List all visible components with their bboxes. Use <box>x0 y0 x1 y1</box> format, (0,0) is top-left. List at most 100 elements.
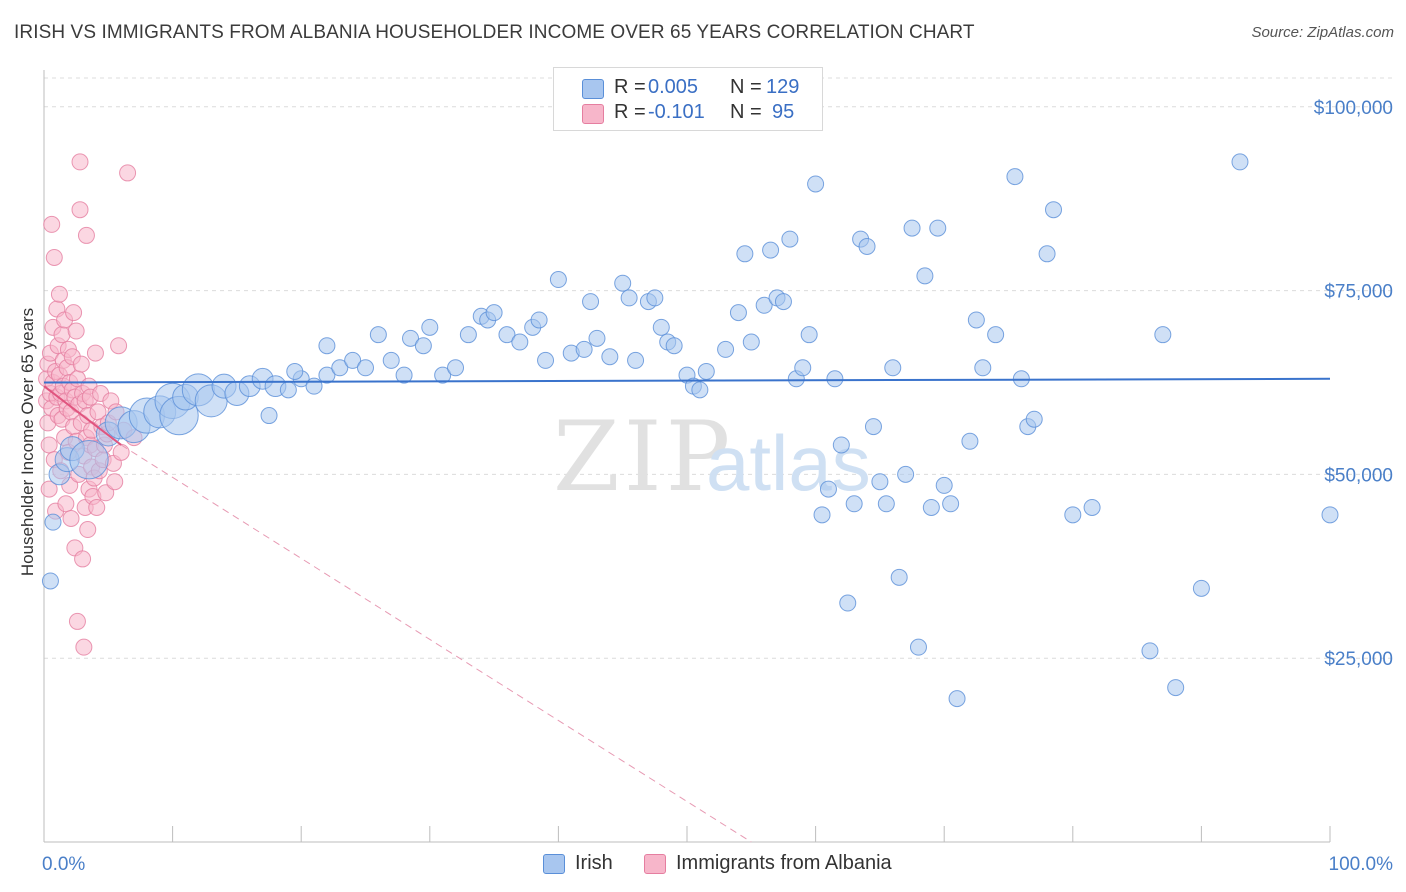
grid-lines <box>44 77 1394 659</box>
albania-point <box>71 153 89 171</box>
irish-point <box>929 219 947 237</box>
irish-point <box>1192 579 1210 597</box>
irish-point <box>781 230 799 248</box>
irish-point <box>511 333 529 351</box>
irish-point <box>1231 153 1249 171</box>
irish-point <box>948 690 966 708</box>
irish-point <box>549 271 567 289</box>
irish-point <box>652 318 670 336</box>
irish-point <box>1083 498 1101 516</box>
irish-point <box>974 359 992 377</box>
irish-point <box>279 381 297 399</box>
irish-point <box>530 311 548 329</box>
irish-point <box>1321 506 1339 524</box>
irish-point <box>447 359 465 377</box>
irish-point <box>832 436 850 454</box>
irish-point <box>369 326 387 344</box>
irish-point <box>1006 168 1024 186</box>
irish-point <box>794 359 812 377</box>
irish-point <box>697 362 715 380</box>
irish-point <box>755 296 773 314</box>
irish-point <box>916 267 934 285</box>
albania-point <box>65 304 83 322</box>
albania-point <box>68 612 86 630</box>
y-tick-label: $75,000 <box>1324 282 1393 303</box>
irish-point <box>1038 245 1056 263</box>
irish-point <box>922 498 940 516</box>
irish-point <box>736 245 754 263</box>
albania-point <box>119 164 137 182</box>
irish-point <box>729 304 747 322</box>
irish-point <box>1167 679 1185 697</box>
irish-point <box>260 407 278 425</box>
irish-legend-label: Irish <box>575 852 613 874</box>
albania-point <box>77 226 95 244</box>
irish-point <box>357 359 374 377</box>
albania-point <box>43 215 61 233</box>
r-label: R = <box>614 101 646 123</box>
irish-point <box>395 366 413 384</box>
irish-point <box>845 495 863 513</box>
irish-point <box>774 293 792 311</box>
irish-point <box>897 465 915 483</box>
albania-point <box>40 436 58 454</box>
irish-point <box>1025 410 1043 428</box>
albania-point <box>75 638 93 656</box>
y-tick-label: $100,000 <box>1314 98 1393 119</box>
irish-point <box>305 377 323 395</box>
x-tick-label-min: 0.0% <box>42 854 85 875</box>
irish-point <box>44 513 62 531</box>
albania-point <box>106 473 124 491</box>
irish-point <box>434 366 452 384</box>
albania-trend-line <box>43 385 122 446</box>
irish-point <box>414 337 432 355</box>
irish-point <box>877 495 895 513</box>
chart-title: IRISH VS IMMIGRANTS FROM ALBANIA HOUSEHO… <box>14 22 975 43</box>
source-label: Source: ZipAtlas.com <box>1251 24 1394 41</box>
irish-point <box>382 351 400 369</box>
trend-lines <box>43 377 1331 843</box>
albania-point <box>67 322 85 340</box>
y-tick-label: $25,000 <box>1324 649 1393 670</box>
irish-point <box>575 340 593 358</box>
irish-point <box>402 329 420 347</box>
irish-point <box>762 241 780 259</box>
albania-trend-extension <box>120 444 752 843</box>
albania-point <box>112 443 130 461</box>
irish-point <box>1045 201 1063 219</box>
albania-point <box>57 495 75 513</box>
irish-point <box>582 293 600 311</box>
irish-point <box>800 326 818 344</box>
irish-point <box>318 337 336 355</box>
n-value: 95 <box>772 101 795 123</box>
irish-point <box>884 359 902 377</box>
albania-point <box>110 337 128 355</box>
irish-swatch <box>582 79 604 99</box>
irish-point <box>961 432 979 450</box>
irish-point <box>813 506 831 524</box>
albania-point <box>88 498 106 516</box>
r-value: -0.101 <box>648 101 705 123</box>
irish-point <box>742 333 760 351</box>
irish-point <box>909 638 927 656</box>
irish-point <box>498 326 516 344</box>
albania-point <box>79 521 97 539</box>
n-value: 129 <box>766 76 800 98</box>
irish-point <box>826 370 844 388</box>
irish-point <box>1154 326 1172 344</box>
irish-point <box>890 568 908 586</box>
irish-point <box>942 495 960 513</box>
irish-point <box>421 318 439 336</box>
irish-point <box>871 473 889 491</box>
irish-point <box>614 274 632 292</box>
albania-point <box>40 480 58 498</box>
albania-point <box>62 509 80 527</box>
albania-legend-label: Immigrants from Albania <box>676 852 892 874</box>
irish-point <box>318 366 336 384</box>
irish-trend-line <box>43 377 1331 384</box>
irish-point <box>807 175 825 193</box>
irish-point <box>588 329 606 347</box>
irish-point <box>1064 506 1082 524</box>
irish-point <box>967 311 985 329</box>
